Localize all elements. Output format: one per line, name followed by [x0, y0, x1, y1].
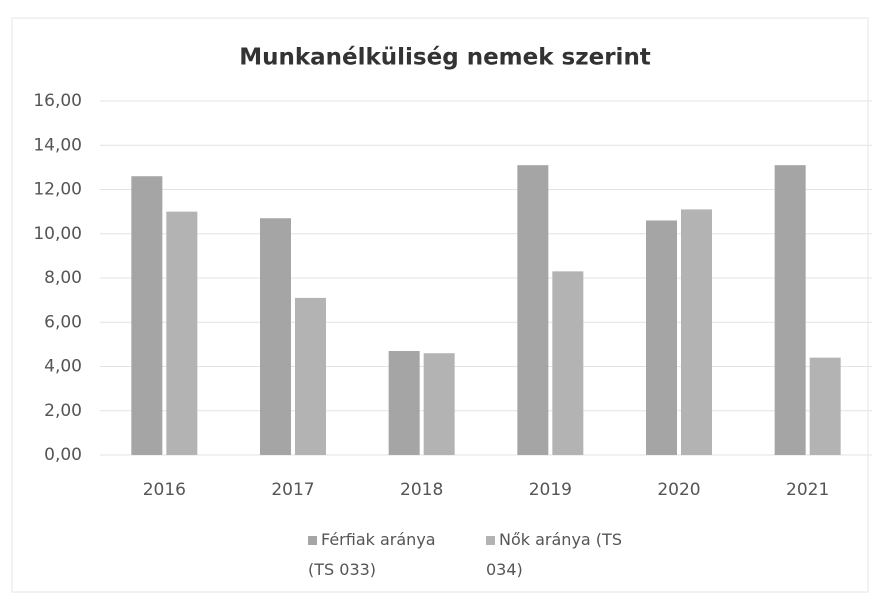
x-tick-label: 2019: [529, 480, 572, 500]
x-tick-label: 2018: [400, 480, 443, 500]
bar: [646, 220, 677, 455]
y-tick-label: 4,00: [44, 357, 82, 377]
bar: [809, 357, 841, 455]
legend-item: Nők aránya (TS 034): [486, 525, 636, 585]
y-tick-label: 12,00: [33, 180, 82, 200]
bar: [774, 165, 806, 455]
bar: [260, 218, 291, 455]
x-tick-label: 2016: [143, 480, 186, 500]
legend-swatch: [486, 536, 495, 545]
x-tick-label: 2020: [657, 480, 700, 500]
legend-label: Férfiak aránya (TS 033): [308, 530, 436, 579]
y-tick-label: 14,00: [33, 135, 82, 155]
y-tick-label: 8,00: [44, 268, 82, 288]
y-tick-label: 2,00: [44, 401, 82, 421]
y-tick-label: 16,00: [33, 91, 82, 111]
legend-label: Nők aránya (TS 034): [486, 530, 622, 579]
bar: [552, 271, 584, 455]
bar: [166, 211, 198, 455]
y-tick-label: 6,00: [44, 312, 82, 332]
bar: [295, 297, 326, 455]
chart-title: Munkanélküliség nemek szerint: [239, 45, 651, 71]
x-tick-label: 2017: [271, 480, 314, 500]
bar: [681, 209, 712, 455]
y-tick-label: 10,00: [33, 224, 82, 244]
y-tick-label: 0,00: [44, 445, 82, 465]
bar: [423, 353, 455, 455]
x-tick-label: 2021: [786, 480, 829, 500]
bar: [517, 165, 549, 455]
legend-item: Férfiak aránya (TS 033): [308, 525, 458, 585]
legend-swatch: [308, 536, 317, 545]
bar: [131, 176, 163, 455]
bar: [388, 351, 420, 455]
